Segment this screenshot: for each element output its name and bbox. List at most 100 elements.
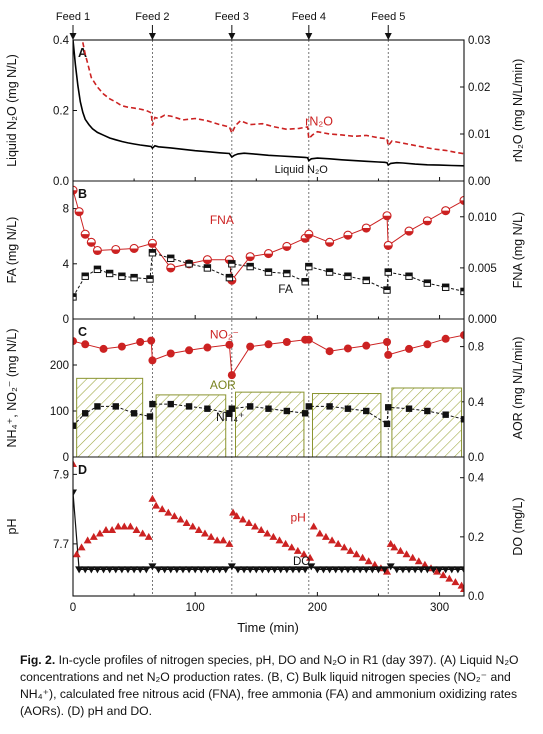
no2-point xyxy=(405,344,414,353)
nh4-point xyxy=(301,410,309,417)
do-point xyxy=(423,566,432,574)
ph-point xyxy=(95,529,104,537)
do-point xyxy=(313,566,322,574)
ph-point xyxy=(257,525,266,533)
do-point xyxy=(392,566,401,574)
fa-point-fill xyxy=(383,286,391,291)
nh4-point xyxy=(73,422,77,429)
nh4-point xyxy=(94,403,101,410)
feed-arrow-head xyxy=(305,33,313,40)
fna-point-fill xyxy=(148,243,157,248)
do-point xyxy=(215,566,224,574)
do-point xyxy=(191,566,200,574)
y-tick-label-right: 0.2 xyxy=(468,532,484,544)
fa-point-fill xyxy=(185,260,193,264)
ph-point xyxy=(309,522,318,530)
series-line-liquid xyxy=(73,40,464,167)
fa-point-fill xyxy=(305,263,313,267)
ph-point xyxy=(457,581,464,589)
fa-point-fill xyxy=(118,273,126,277)
no2-point xyxy=(460,331,464,340)
nh4-point xyxy=(149,400,156,408)
y-tick-label-right: 0.8 xyxy=(468,342,484,354)
do-point xyxy=(81,566,90,574)
feed-label: Feed 1 xyxy=(56,11,90,23)
ph-point xyxy=(83,536,92,544)
panel-c: 0 100 200 0.0 0.4 0.8 NH₄⁺, NO₂⁻ (mg N/L) AOR (… xyxy=(5,325,525,464)
ph-point xyxy=(225,539,234,547)
ph-point xyxy=(77,543,86,551)
no2-point xyxy=(148,356,157,365)
do-point xyxy=(429,566,438,574)
y-tick-label-left: 0.4 xyxy=(53,35,70,47)
do-point xyxy=(240,566,249,574)
nh4-point xyxy=(167,400,174,408)
do-point xyxy=(276,566,285,574)
series-label-no2: NO₂⁻ xyxy=(210,327,239,341)
fa-point-fill xyxy=(73,293,77,297)
no2-point xyxy=(384,350,393,359)
fa-point-fill xyxy=(326,268,333,273)
do-point xyxy=(331,566,340,574)
nh4-point xyxy=(405,405,413,412)
y-axis-label-right: AOR (mg N/L/min) xyxy=(511,337,525,440)
nh4-point xyxy=(228,405,236,412)
do-point xyxy=(380,566,389,574)
fa-point-fill xyxy=(460,288,464,292)
y-tick-label-right: 0.02 xyxy=(468,82,490,94)
fna-point-fill xyxy=(203,259,212,264)
nh4-point xyxy=(460,416,464,423)
fa-point-fill xyxy=(149,249,156,253)
do-point xyxy=(87,566,96,574)
series-label-rate: rN₂O xyxy=(305,115,333,129)
y-tick-label-left: 7.7 xyxy=(53,539,69,551)
y-axis-label-right: rN₂O (mg N/L/min) xyxy=(511,59,525,162)
fna-point-fill xyxy=(264,253,273,258)
no2-point xyxy=(383,338,392,346)
ph-point xyxy=(306,553,315,561)
outer-frame xyxy=(72,39,465,597)
y-axis-label-left: FA (mg N/L) xyxy=(5,217,19,284)
fa-point-fill xyxy=(82,273,89,277)
nh4-point xyxy=(265,405,272,412)
do-point xyxy=(209,566,218,574)
do-point xyxy=(405,566,414,574)
x-tick-label: 200 xyxy=(308,602,327,614)
y-tick-label-right: 0.4 xyxy=(468,397,485,409)
ph-point xyxy=(383,567,392,575)
feed-label: Feed 4 xyxy=(292,11,326,23)
do-point xyxy=(386,563,395,571)
no2-point xyxy=(264,340,273,349)
do-point xyxy=(246,566,255,574)
fna-point-fill xyxy=(405,231,414,236)
y-tick-label-right: 0.0 xyxy=(468,591,484,603)
series-label-do: DO xyxy=(293,556,310,568)
ph-point xyxy=(364,557,373,565)
plot-frame xyxy=(72,39,465,597)
ph-point xyxy=(213,536,222,544)
ph-point xyxy=(114,522,123,530)
y-axis-label-left: NH₄⁺, NO₂⁻ (mg N/L) xyxy=(5,329,19,448)
panel-a: 0.0 0.2 0.4 0.00 0.01 0.02 0.03 Liquid N₂O (mg … xyxy=(5,35,525,188)
aor-bar xyxy=(311,393,382,457)
ph-point xyxy=(232,512,241,520)
fna-point-fill xyxy=(282,246,291,251)
do-point xyxy=(166,566,175,574)
panel-b-series xyxy=(73,185,464,301)
fa-point-fill xyxy=(167,255,174,259)
ph-point xyxy=(433,567,442,575)
fa-point-fill xyxy=(442,284,449,288)
x-tick-label: 0 xyxy=(70,602,76,614)
no2-point xyxy=(343,344,352,353)
do-point xyxy=(111,566,120,574)
feed-label: Feed 3 xyxy=(215,11,249,23)
fna-point-fill xyxy=(111,249,120,254)
ph-point xyxy=(334,539,343,547)
feed-label: Feed 2 xyxy=(135,11,169,23)
do-point xyxy=(368,566,377,574)
no2-point xyxy=(304,335,313,344)
fa-point-fill xyxy=(363,277,370,281)
y-tick-label-right: 0.0 xyxy=(468,452,484,464)
nh4-point xyxy=(344,405,352,412)
do-point xyxy=(75,566,84,574)
